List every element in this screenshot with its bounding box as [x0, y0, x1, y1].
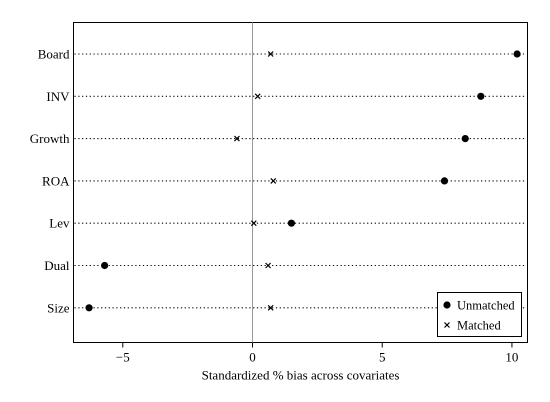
legend-x-marker: [444, 322, 450, 328]
x-tick-label-5: −5: [116, 350, 130, 365]
matched-mark-size: [267, 304, 274, 311]
legend-box: [437, 292, 522, 337]
unmatched-mark-size: [85, 304, 93, 312]
category-label-lev: Lev: [49, 216, 70, 231]
matched-mark-growth: [234, 135, 240, 142]
matched-mark-board: [267, 51, 274, 57]
x-tick-label-5: 5: [379, 350, 386, 365]
unmatched-mark-growth: [461, 135, 469, 143]
matched-mark-lev: [250, 220, 257, 227]
category-label-growth: Growth: [30, 131, 70, 146]
category-label-board: Board: [38, 47, 70, 62]
unmatched-mark-inv: [477, 92, 485, 100]
unmatched-mark-dual: [101, 261, 109, 270]
x-axis-title: Standardized % bias across covariates: [202, 368, 400, 383]
x-tick-label-0: 0: [249, 350, 256, 365]
unmatched-mark-roa: [440, 177, 449, 185]
data-marks: [85, 50, 521, 312]
legend-label-matched: Matched: [457, 319, 501, 333]
category-label-dual: Dual: [44, 258, 70, 273]
legend-label-unmatched: Unmatched: [457, 299, 515, 313]
x-tick-label-10: 10: [505, 350, 518, 365]
legend-circle-marker: [443, 301, 451, 309]
category-label-size: Size: [47, 300, 70, 315]
x-axis-ticks: −5 0 5 10: [116, 342, 518, 365]
plot-frame: [73, 22, 528, 343]
matched-mark-inv: [254, 93, 261, 100]
matched-mark-dual: [265, 262, 271, 269]
unmatched-mark-board: [513, 50, 521, 58]
legend: Unmatched Matched: [437, 292, 522, 337]
matched-mark-roa: [270, 177, 277, 184]
category-labels: Board INV Growth ROA Lev Dual Size: [30, 47, 70, 316]
category-label-inv: INV: [46, 89, 70, 104]
unmatched-mark-lev: [287, 219, 296, 227]
category-label-roa: ROA: [42, 173, 70, 188]
